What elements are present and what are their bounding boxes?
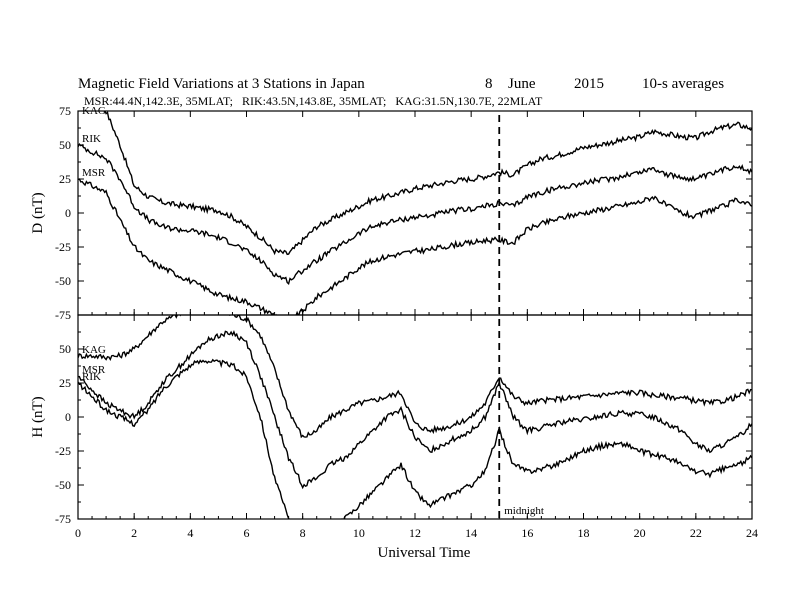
series-label-d-msr: MSR [82, 167, 106, 179]
y-tick-label-h: -50 [55, 478, 71, 492]
series-line-d-kag [103, 111, 752, 256]
x-tick-label: 16 [521, 526, 533, 540]
y-tick-label-h: -25 [55, 444, 71, 458]
chart-day: 8 [485, 76, 493, 92]
station-coordinates: MSR:44.4N,142.3E, 35MLAT; RIK:43.5N,143.… [84, 94, 543, 108]
series-label-h-msr: MSR [82, 364, 106, 376]
x-axis-label: Universal Time [378, 545, 471, 561]
x-tick-label: 24 [746, 526, 758, 540]
y-tick-label-d: 0 [65, 206, 71, 220]
y-tick-label-d: 25 [59, 172, 71, 186]
x-tick-label: 18 [578, 526, 590, 540]
series-line-d-rik [78, 143, 752, 285]
x-tick-label: 22 [690, 526, 702, 540]
panel-frame-h [77, 314, 753, 520]
series-label-h-rik: RIK [82, 371, 101, 383]
x-tick-label: 14 [465, 526, 477, 540]
y-tick-label-d: 50 [59, 138, 71, 152]
x-tick-label: 4 [187, 526, 193, 540]
x-tick-label: 10 [353, 526, 365, 540]
series-line-h-msr [78, 330, 752, 490]
midnight-label: midnight [504, 505, 544, 517]
series-label-d-kag: KAG [82, 105, 106, 117]
series-line-h-rik [78, 358, 752, 519]
y-tick-label-d: -25 [55, 240, 71, 254]
y-tick-label-h: -75 [55, 512, 71, 526]
chart-resolution: 10-s averages [642, 76, 724, 92]
panel-frame-d [77, 110, 753, 316]
x-tick-label: 12 [409, 526, 421, 540]
series-label-d-rik: RIK [82, 133, 101, 145]
x-tick-label: 2 [131, 526, 137, 540]
series-label-h-kag: KAG [82, 344, 106, 356]
x-tick-label: 6 [244, 526, 250, 540]
chart-month: June [508, 76, 536, 92]
y-tick-label-h: 0 [65, 410, 71, 424]
y-tick-label-h: 25 [59, 376, 71, 390]
y-tick-label-d: -50 [55, 274, 71, 288]
y-tick-label-d: -75 [55, 308, 71, 322]
y-tick-label-d: 75 [59, 104, 71, 118]
x-tick-label: 20 [634, 526, 646, 540]
series-line-d-msr [78, 178, 752, 315]
y-axis-label-d: D (nT) [30, 192, 46, 233]
x-tick-label: 8 [300, 526, 306, 540]
y-tick-label-h: 50 [59, 342, 71, 356]
x-tick-label: 0 [75, 526, 81, 540]
chart-year: 2015 [574, 76, 604, 92]
chart-title: Magnetic Field Variations at 3 Stations … [78, 76, 365, 92]
y-axis-label-h: H (nT) [30, 396, 46, 437]
series-line-h-kag [78, 315, 752, 439]
